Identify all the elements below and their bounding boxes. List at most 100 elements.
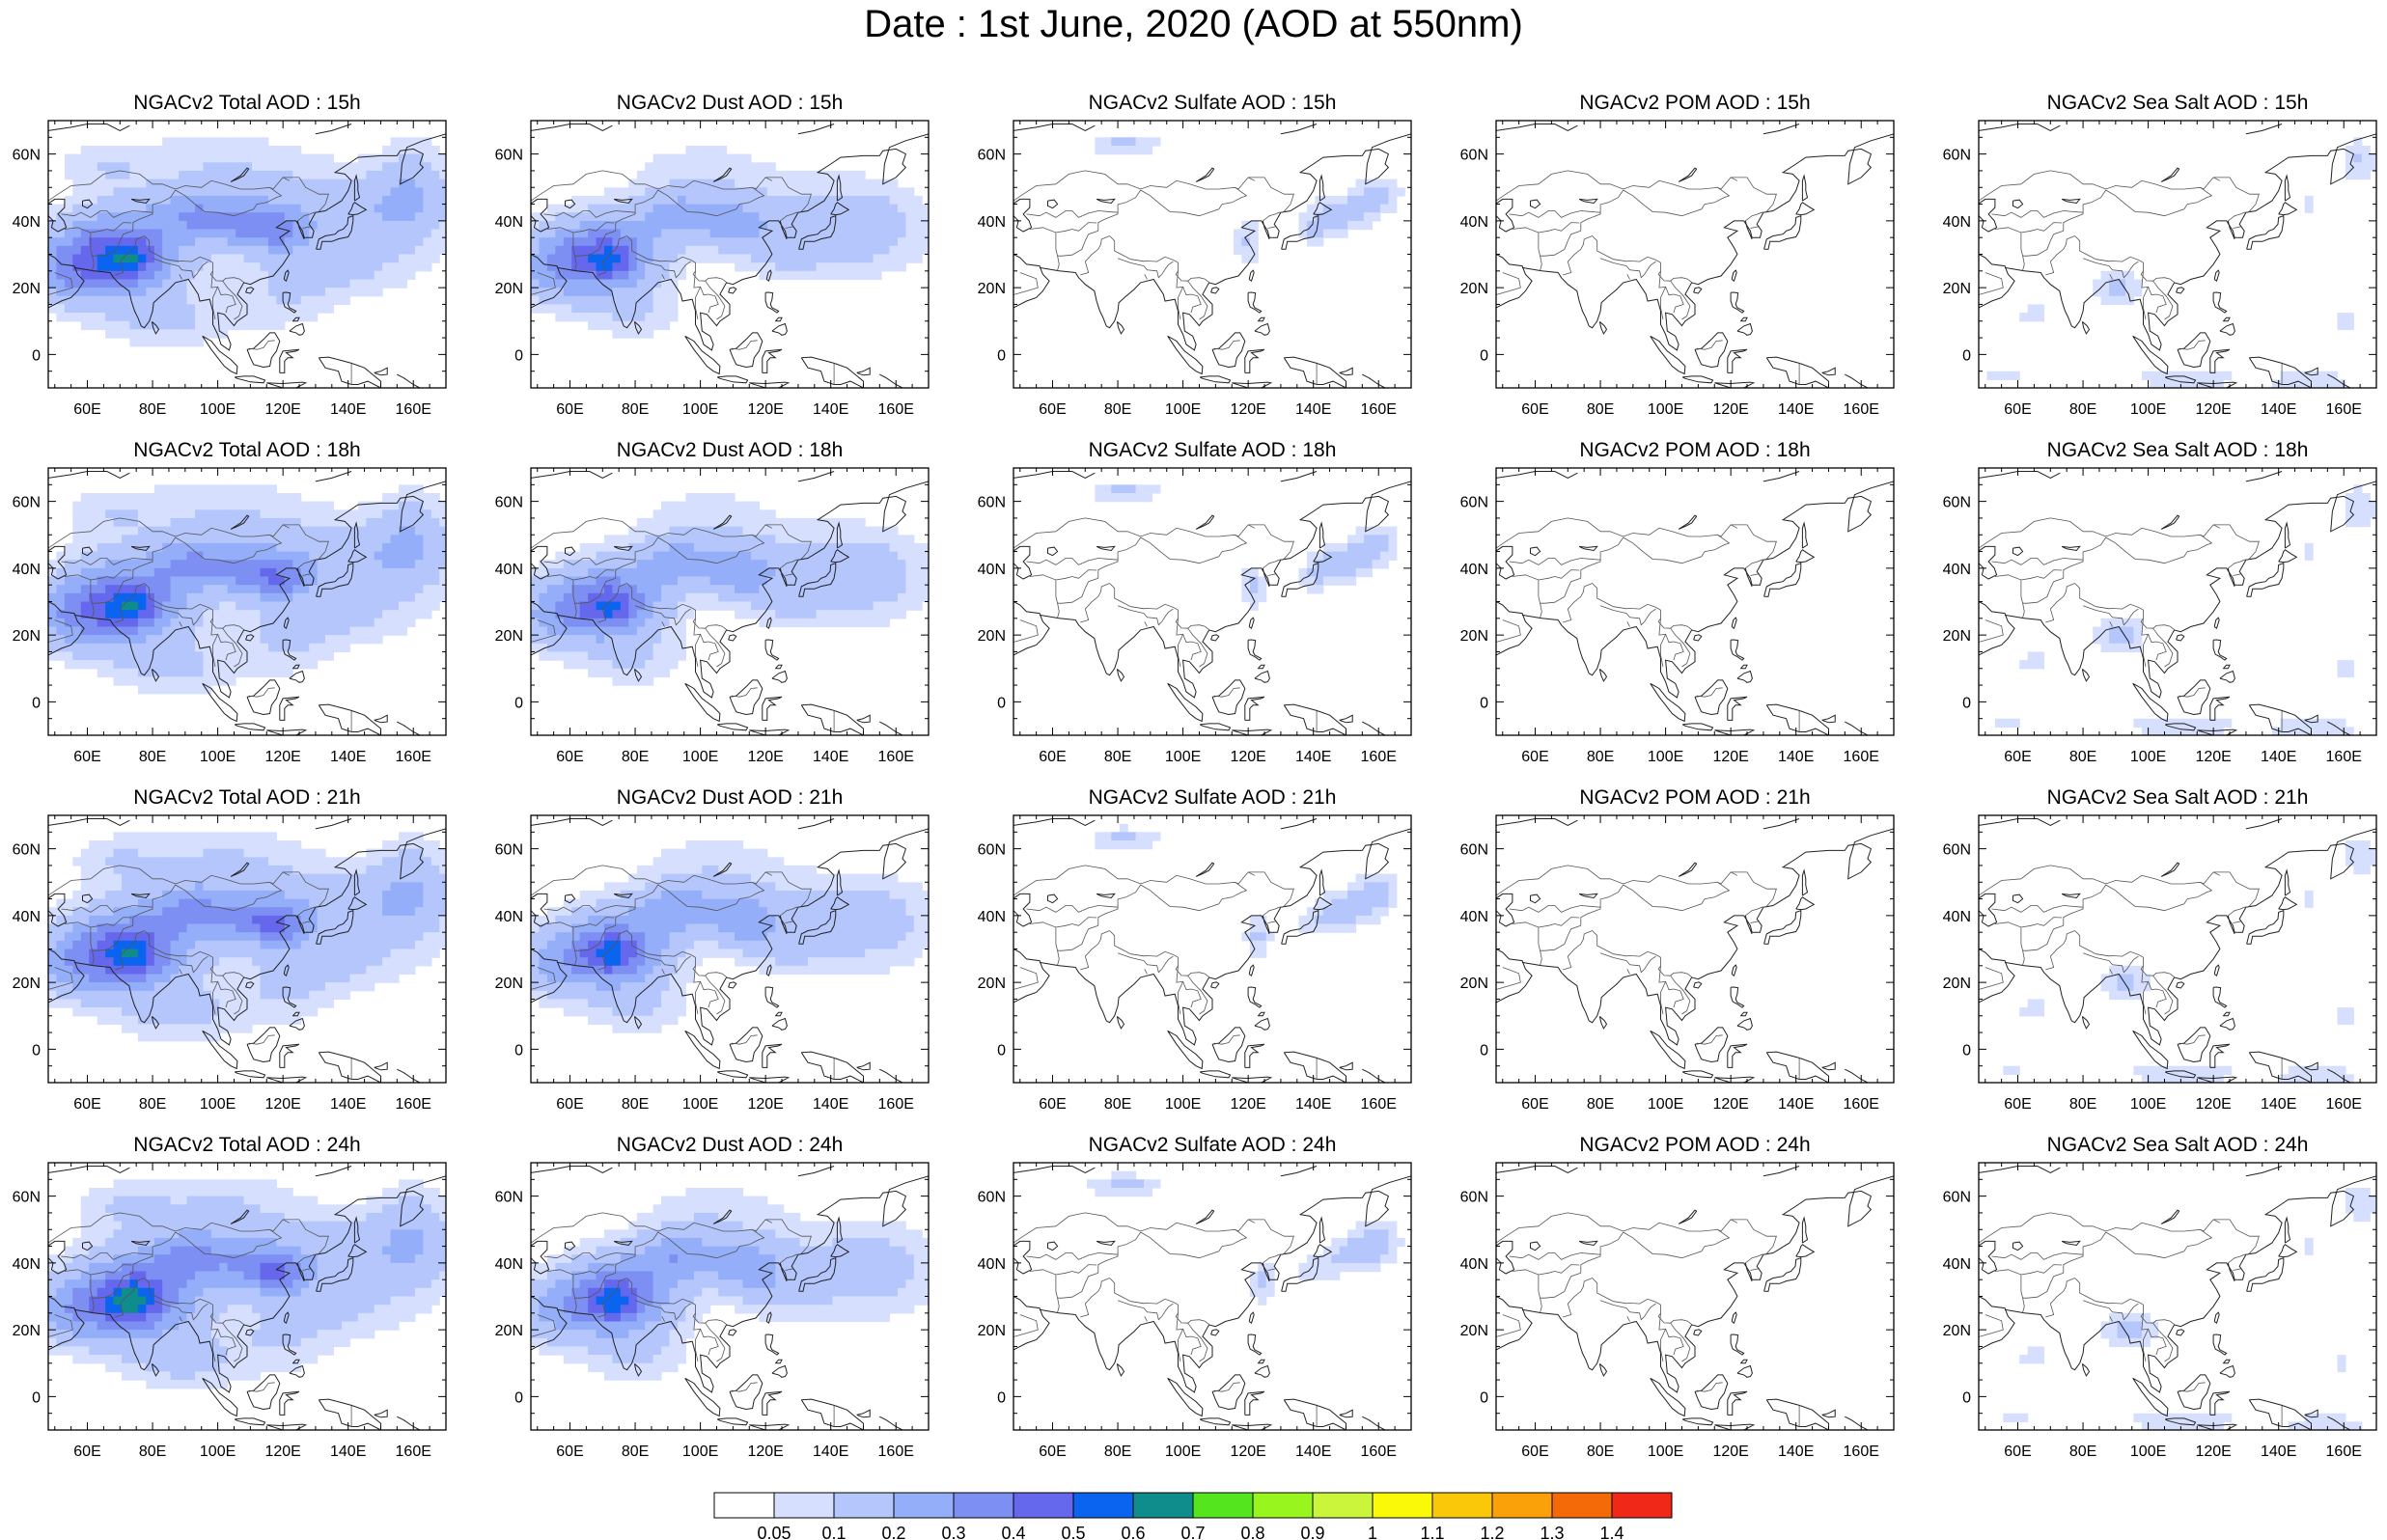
y-tick-label: 40N <box>1460 562 1488 578</box>
x-tick-label: 100E <box>1648 749 1683 765</box>
map-panel-dust-2: NGACv2 Dust AOD : 18h 60E 80E 100E 120E 140E 1… <box>495 439 930 765</box>
y-tick-label: 60N <box>495 148 523 164</box>
aod-field <box>1994 484 2376 735</box>
colorbar-box <box>1013 1492 1074 1519</box>
map-panel-pom-1: NGACv2 POM AOD : 15h 60E 80E 100E 120E 140E 16… <box>1460 92 1895 418</box>
map-panel-dust-3: NGACv2 Dust AOD : 21h 60E 80E 100E 120E 140E 1… <box>495 786 930 1113</box>
x-tick-label: 120E <box>747 749 783 765</box>
y-tick-label: 20N <box>978 281 1006 297</box>
map-panel-sulfate-1: NGACv2 Sulfate AOD : 15h 60E 80E 100E 120E 14… <box>978 92 1412 418</box>
colorbar-label: 0.1 <box>821 1524 846 1540</box>
x-tick-label: 60E <box>1521 749 1548 765</box>
x-tick-label: 140E <box>2261 1444 2296 1460</box>
coastlines <box>1496 471 1894 735</box>
coastlines <box>48 471 446 735</box>
aod-field <box>1095 137 1405 263</box>
x-tick-label: 100E <box>2130 401 2166 418</box>
x-tick-label: 60E <box>1521 1096 1548 1113</box>
y-tick-label: 40N <box>1943 909 1971 925</box>
colorbar-label: 0.3 <box>941 1524 965 1540</box>
y-tick-label: 60N <box>13 495 41 511</box>
y-tick-label: 20N <box>1943 628 1971 645</box>
x-tick-label: 60E <box>556 1444 583 1460</box>
y-tick-label: 40N <box>13 214 41 231</box>
aod-field <box>531 146 929 339</box>
x-tick-label: 120E <box>264 749 300 765</box>
x-tick-label: 140E <box>1295 749 1331 765</box>
x-tick-label: 100E <box>682 401 718 418</box>
y-tick-label: 0 <box>1962 347 1971 364</box>
x-tick-label: 60E <box>1039 1444 1066 1460</box>
aod-field <box>1986 137 2376 388</box>
x-tick-label: 160E <box>1361 401 1397 418</box>
x-tick-label: 100E <box>200 1444 236 1460</box>
x-tick-label: 140E <box>2261 749 2296 765</box>
x-tick-label: 140E <box>1295 1096 1331 1113</box>
colorbar-label: 0.5 <box>1061 1524 1085 1540</box>
y-tick-label: 20N <box>1943 281 1971 297</box>
x-tick-label: 60E <box>2004 749 2031 765</box>
aod-field <box>531 493 929 686</box>
panel-title: NGACv2 POM AOD : 15h <box>1579 92 1810 114</box>
panel-title: NGACv2 Sea Salt AOD : 24h <box>2047 1134 2309 1156</box>
panel-title: NGACv2 Sulfate AOD : 15h <box>1089 92 1337 114</box>
y-tick-label: 0 <box>514 347 523 364</box>
panel-title: NGACv2 Sea Salt AOD : 21h <box>2047 786 2309 809</box>
x-tick-label: 160E <box>2326 1444 2362 1460</box>
x-tick-label: 160E <box>1844 749 1879 765</box>
map-panel-dust-4: NGACv2 Dust AOD : 24h 60E 80E 100E 120E 140E 1… <box>495 1134 930 1460</box>
x-tick-label: 120E <box>2195 1444 2231 1460</box>
x-tick-label: 60E <box>1039 401 1066 418</box>
x-tick-label: 120E <box>264 1096 300 1113</box>
colorbar-box <box>1611 1492 1673 1519</box>
country-borders <box>1013 865 1318 1080</box>
x-tick-label: 100E <box>1648 1444 1683 1460</box>
x-tick-label: 60E <box>73 1444 100 1460</box>
x-tick-label: 120E <box>1230 401 1265 418</box>
y-tick-label: 60N <box>495 842 523 859</box>
x-tick-label: 160E <box>396 1096 431 1113</box>
y-tick-label: 20N <box>978 1323 1006 1339</box>
map-panel-total-3: NGACv2 Total AOD : 21h 60E 80E 100E 120E 140E… <box>13 786 447 1113</box>
y-tick-label: 60N <box>13 842 41 859</box>
y-tick-label: 40N <box>1460 214 1488 231</box>
map-panel-pom-4: NGACv2 POM AOD : 24h 60E 80E 100E 120E 140E 16… <box>1460 1134 1895 1460</box>
y-tick-label: 20N <box>495 628 523 645</box>
coastlines <box>1979 1166 2376 1430</box>
colorbar-label: 1.1 <box>1420 1524 1444 1540</box>
x-tick-label: 120E <box>1230 1444 1265 1460</box>
x-tick-label: 140E <box>1778 401 1814 418</box>
panel-title: NGACv2 Total AOD : 15h <box>133 92 360 114</box>
colorbar-label: 1 <box>1368 1524 1377 1540</box>
x-tick-label: 60E <box>73 749 100 765</box>
y-tick-label: 40N <box>495 1256 523 1273</box>
x-tick-label: 140E <box>1295 401 1331 418</box>
x-tick-label: 100E <box>200 749 236 765</box>
y-tick-label: 60N <box>495 495 523 511</box>
colorbar-box <box>1551 1492 1613 1519</box>
x-tick-label: 60E <box>2004 1096 2031 1113</box>
x-tick-label: 120E <box>264 401 300 418</box>
x-tick-label: 120E <box>2195 1096 2231 1113</box>
y-tick-label: 20N <box>1460 1323 1488 1339</box>
x-tick-label: 160E <box>2326 1096 2362 1113</box>
aod-field <box>2003 840 2376 1083</box>
x-tick-label: 160E <box>396 401 431 418</box>
aod-field <box>48 1179 446 1389</box>
x-tick-label: 120E <box>2195 401 2231 418</box>
y-tick-label: 0 <box>1480 347 1488 364</box>
aod-field <box>531 840 929 1033</box>
colorbar-box <box>1252 1492 1314 1519</box>
x-tick-label: 80E <box>1587 401 1614 418</box>
y-tick-label: 0 <box>514 1042 523 1059</box>
y-tick-label: 0 <box>1962 1042 1971 1059</box>
y-tick-label: 20N <box>1460 281 1488 297</box>
colorbar-box <box>953 1492 1014 1519</box>
panel-title: NGACv2 Sulfate AOD : 21h <box>1089 786 1337 809</box>
aod-field <box>1087 1170 1405 1306</box>
y-tick-label: 20N <box>13 1323 41 1339</box>
map-panel-seasalt-1: NGACv2 Sea Salt AOD : 15h 60E 80E 100E 120E 1… <box>1943 92 2377 418</box>
x-tick-label: 80E <box>139 1096 166 1113</box>
x-tick-label: 100E <box>1165 401 1201 418</box>
colorbar: 0.05 0.1 0.2 0.3 0.4 0.5 0.6 0.7 0.8 0.9 1 1.1 1.2 1.… <box>713 1492 1673 1540</box>
